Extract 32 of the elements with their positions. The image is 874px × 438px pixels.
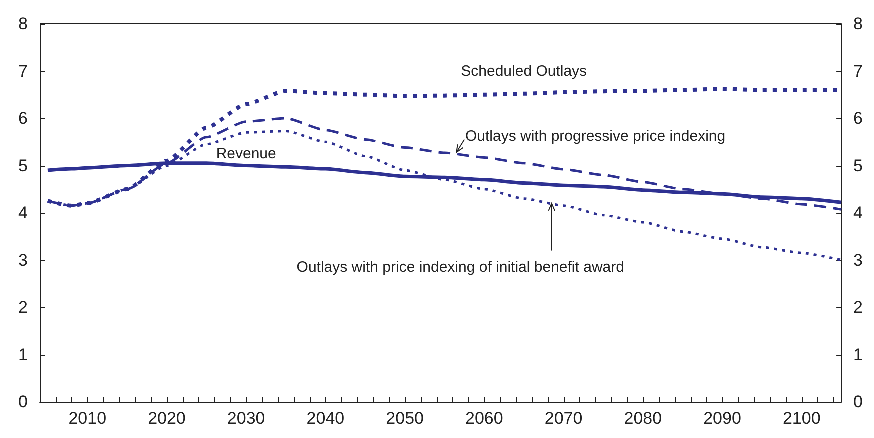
series-label: Revenue <box>216 145 276 162</box>
y-tick-label: 6 <box>18 109 28 128</box>
y-tick-label: 5 <box>18 156 28 176</box>
x-tick-label: 2090 <box>704 409 742 428</box>
y-tick-label: 1 <box>18 345 28 364</box>
x-tick-label: 2080 <box>624 409 662 428</box>
y2-tick-label: 5 <box>854 156 864 176</box>
y-tick-label: 4 <box>18 204 28 222</box>
y2-tick-label: 2 <box>854 298 864 317</box>
y-tick-label: 3 <box>18 250 28 270</box>
y2-tick-label: 3 <box>854 250 864 270</box>
y2-tick-label: 1 <box>854 345 864 364</box>
y-tick-label: 2 <box>18 298 28 317</box>
x-tick-label: 2030 <box>227 409 266 428</box>
x-tick-label: 2060 <box>466 409 504 428</box>
series-label: Scheduled Outlays <box>461 62 588 80</box>
y2-tick-label: 0 <box>854 392 864 412</box>
y-tick-label: 0 <box>18 392 28 412</box>
x-tick-label: 2040 <box>306 409 345 428</box>
x-tick-label: 2070 <box>544 409 583 428</box>
y-tick-label: 8 <box>18 14 28 34</box>
x-tick-label: 2100 <box>782 409 821 428</box>
text: Outlays with price indexing of initial benefit award <box>296 258 624 276</box>
y2-tick-label: 6 <box>854 109 864 128</box>
y-tick-label: 7 <box>18 62 28 81</box>
y2-tick-label: 4 <box>854 204 864 222</box>
x-tick-label: 2050 <box>386 409 424 428</box>
x-tick-label: 2010 <box>68 409 107 428</box>
y2-tick-label: 8 <box>854 14 864 34</box>
series-label: Outlays with progressive price indexing <box>465 128 726 145</box>
y2-tick-label: 7 <box>854 62 864 81</box>
x-tick-label: 2020 <box>148 409 186 428</box>
